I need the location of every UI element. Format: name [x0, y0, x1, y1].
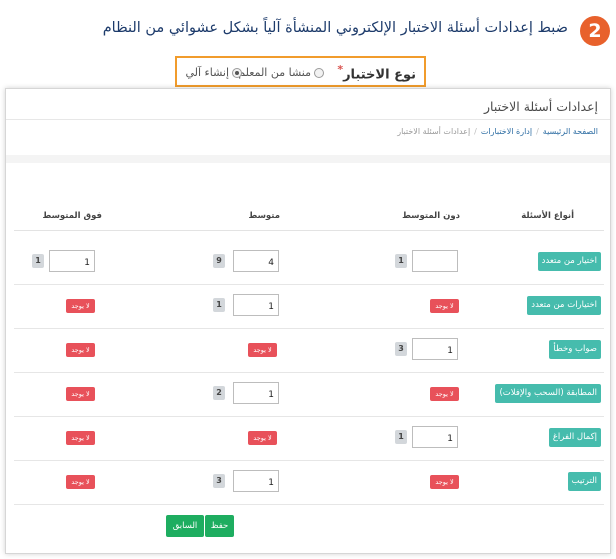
above-average-none-badge: لا يوجد [66, 387, 95, 401]
below-average-available-count: 3 [395, 342, 407, 356]
breadcrumb-separator: / [474, 127, 477, 136]
table-row: إكمال الفراغ 1 لا يوجد لا يوجد [14, 417, 604, 461]
question-type-label: الترتيب [567, 472, 601, 491]
below-average-count-input[interactable] [412, 250, 458, 272]
average-available-count: 3 [213, 474, 225, 488]
below-average-count-input[interactable] [412, 338, 458, 360]
average-count-input[interactable] [233, 294, 279, 316]
page-title: إعدادات أسئلة الاختبار [484, 99, 598, 114]
breadcrumb-exams[interactable]: إدارة الاختبارات [480, 127, 533, 136]
radio-checked-icon[interactable] [232, 67, 242, 78]
save-button[interactable]: حفظ [205, 515, 234, 537]
column-header-below-average: دون المتوسط [402, 211, 460, 221]
previous-button[interactable]: السابق [166, 515, 204, 537]
table-row: اختيار من متعدد 1 9 1 [14, 241, 604, 285]
question-type-label: إكمال الفراغ [548, 428, 601, 447]
title-divider [6, 119, 610, 120]
column-header-types: أنواع الأسئلة [521, 211, 574, 221]
below-average-available-count: 1 [395, 254, 407, 268]
step-number-badge: 2 [580, 16, 610, 46]
radio-icon[interactable] [314, 67, 324, 78]
exam-type-label: نوع الاختبار* [337, 63, 416, 83]
radio-teacher-created[interactable]: منشا من المعلم [238, 66, 324, 79]
question-type-label: صواب وخطأ [549, 340, 601, 359]
step-description: ضبط إعدادات أسئلة الاختبار الإلكتروني ال… [102, 20, 568, 36]
below-average-count-input[interactable] [412, 426, 458, 448]
below-average-none-badge: لا يوجد [430, 299, 459, 313]
radio-teacher-created-label: منشا من المعلم [238, 66, 311, 79]
column-header-above-average: فوق المتوسط [42, 211, 102, 221]
radio-auto-generated[interactable]: إنشاء آلي [185, 66, 242, 79]
column-header-average: متوسط [248, 211, 280, 221]
settings-panel: إعدادات أسئلة الاختبار الصفحة الرئيسية /… [5, 88, 611, 554]
average-count-input[interactable] [233, 250, 279, 272]
above-average-none-badge: لا يوجد [66, 475, 95, 489]
step-heading: 2 ضبط إعدادات أسئلة الاختبار الإلكتروني … [0, 14, 616, 50]
radio-auto-generated-label: إنشاء آلي [185, 66, 229, 79]
above-average-none-badge: لا يوجد [66, 431, 95, 445]
above-average-none-badge: لا يوجد [66, 299, 95, 313]
average-available-count: 1 [213, 298, 225, 312]
breadcrumb-home[interactable]: الصفحة الرئيسية [542, 127, 598, 136]
below-average-none-badge: لا يوجد [430, 475, 459, 489]
table-row: صواب وخطأ 3 لا يوجد لا يوجد [14, 329, 604, 373]
average-available-count: 2 [213, 386, 225, 400]
section-band [6, 155, 610, 163]
question-type-label: اختيار من متعدد [537, 252, 601, 271]
table-row: اختيارات من متعدد لا يوجد 1 لا يوجد [14, 285, 604, 329]
required-mark: * [337, 63, 344, 76]
below-average-none-badge: لا يوجد [430, 387, 459, 401]
header-divider [14, 230, 604, 231]
above-average-none-badge: لا يوجد [66, 343, 95, 357]
breadcrumb-separator: / [536, 127, 539, 136]
table-row: المطابقة (السحب والإفلات) لا يوجد 2 لا ي… [14, 373, 604, 417]
above-average-available-count: 1 [32, 254, 44, 268]
question-type-label: اختيارات من متعدد [527, 296, 601, 315]
table-row: الترتيب لا يوجد 3 لا يوجد [14, 461, 604, 505]
breadcrumb: الصفحة الرئيسية / إدارة الاختبارات / إعد… [397, 127, 598, 136]
average-count-input[interactable] [233, 382, 279, 404]
average-none-badge: لا يوجد [248, 343, 277, 357]
average-available-count: 9 [213, 254, 225, 268]
average-none-badge: لا يوجد [248, 431, 277, 445]
question-type-label: المطابقة (السحب والإفلات) [495, 384, 601, 403]
breadcrumb-current: إعدادات أسئلة الاختبار [397, 127, 471, 136]
above-average-count-input[interactable] [49, 250, 95, 272]
exam-type-selector: نوع الاختبار* منشا من المعلم إنشاء آلي [175, 56, 426, 87]
average-count-input[interactable] [233, 470, 279, 492]
below-average-available-count: 1 [395, 430, 407, 444]
